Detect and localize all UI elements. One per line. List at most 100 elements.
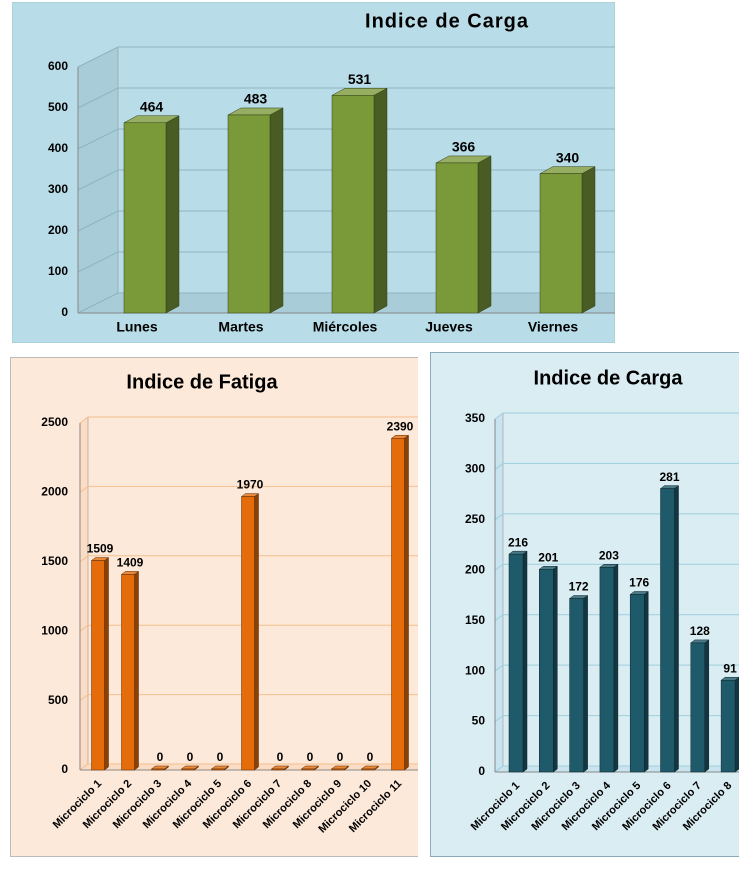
- bar-side: [704, 639, 710, 773]
- bar-side: [581, 166, 596, 314]
- bar-side: [553, 565, 558, 773]
- bar: [123, 122, 167, 314]
- value-label: 1970: [237, 478, 264, 492]
- y-tick-label: 150: [465, 613, 485, 627]
- grid-line: [77, 46, 615, 68]
- value-label: 172: [569, 580, 589, 594]
- bar-side: [373, 87, 388, 314]
- value-label: 0: [337, 750, 344, 764]
- y-tick-label: 100: [465, 663, 485, 677]
- panel-bg: [10, 357, 418, 857]
- bar: [539, 569, 554, 773]
- grid-line: [494, 462, 739, 470]
- bar-side: [269, 107, 284, 314]
- value-label: 366: [452, 139, 476, 155]
- chart-panel: 0 100 200 300 400 500 600 464 Lunes 483 Martes 531 M…: [12, 2, 615, 343]
- bar: [301, 768, 315, 771]
- y-tick-label: 0: [478, 764, 485, 778]
- chart-title: Indice de Fatiga: [126, 371, 278, 393]
- bar: [151, 768, 165, 771]
- value-label: 0: [187, 750, 194, 764]
- value-label: 531: [348, 71, 372, 87]
- y-tick-label: 500: [48, 693, 68, 707]
- y-tick-label: 500: [48, 100, 68, 114]
- value-label: 0: [217, 750, 224, 764]
- grid-line: [79, 416, 418, 424]
- bar: [211, 768, 225, 771]
- y-tick-label: 100: [48, 264, 68, 278]
- value-label: 203: [599, 548, 619, 562]
- x-tick-label: Viernes: [528, 319, 579, 335]
- bar-side: [165, 115, 180, 314]
- bar: [361, 768, 375, 771]
- y-tick-label: 0: [61, 305, 68, 319]
- value-label: 128: [690, 624, 710, 638]
- value-label: 0: [277, 750, 284, 764]
- bar: [271, 768, 285, 771]
- y-tick-label: 1500: [41, 554, 68, 568]
- grid-line: [79, 485, 418, 493]
- y-tick-label: 400: [48, 141, 68, 155]
- value-label: 464: [140, 98, 164, 114]
- y-tick-label: 50: [472, 714, 486, 728]
- bar: [241, 496, 255, 771]
- bar: [629, 594, 645, 773]
- bar-side: [674, 485, 679, 773]
- value-label: 176: [629, 576, 649, 590]
- back-wall: [79, 416, 89, 771]
- y-tick-label: 200: [48, 223, 68, 237]
- y-tick-label: 200: [465, 562, 485, 576]
- x-tick-label: Martes: [218, 319, 263, 335]
- value-label: 483: [244, 91, 268, 107]
- y-tick-label: 2000: [41, 485, 68, 499]
- value-label: 281: [659, 470, 679, 484]
- bar-side: [104, 557, 109, 771]
- bar-side: [583, 595, 588, 773]
- y-tick-label: 350: [465, 411, 485, 425]
- x-tick-label: Miércoles: [313, 319, 378, 335]
- value-label: 1509: [87, 542, 114, 556]
- grid-line: [79, 694, 418, 701]
- value-label: 0: [307, 750, 314, 764]
- bar: [599, 567, 615, 773]
- bar-side: [134, 570, 139, 771]
- y-tick-label: 0: [61, 762, 68, 776]
- y-tick-label: 250: [465, 512, 485, 526]
- value-label: 1409: [117, 556, 144, 570]
- bar: [569, 598, 584, 773]
- bar: [181, 768, 195, 771]
- bar: [508, 553, 524, 773]
- bar-side: [477, 155, 492, 314]
- grid-line: [79, 555, 418, 563]
- bar-side: [643, 590, 649, 773]
- bar: [391, 438, 405, 771]
- grid-line: [494, 412, 739, 420]
- y-tick-label: 300: [465, 462, 485, 476]
- chart-title: Indice de Carga: [534, 367, 684, 389]
- bar: [660, 488, 675, 773]
- y-tick-label: 600: [48, 59, 68, 73]
- bar: [91, 560, 105, 771]
- bar: [435, 162, 479, 314]
- bar: [227, 114, 271, 314]
- value-label: 91: [723, 661, 737, 675]
- bar: [331, 768, 345, 771]
- bar-side: [254, 493, 259, 771]
- bar-side: [404, 434, 409, 771]
- y-tick-label: 300: [48, 182, 68, 196]
- y-tick-label: 1000: [41, 623, 68, 637]
- grid-line: [79, 624, 418, 632]
- value-label: 201: [538, 550, 558, 564]
- bar-side: [522, 550, 528, 773]
- y-tick-label: 2500: [41, 415, 68, 429]
- value-label: 340: [556, 149, 580, 165]
- bar: [720, 679, 736, 773]
- bar: [539, 173, 583, 314]
- bar: [690, 642, 706, 773]
- chart-title: Indice de Carga: [365, 10, 529, 32]
- bar: [121, 574, 135, 771]
- grid-line: [77, 128, 615, 150]
- grid-line: [77, 87, 615, 109]
